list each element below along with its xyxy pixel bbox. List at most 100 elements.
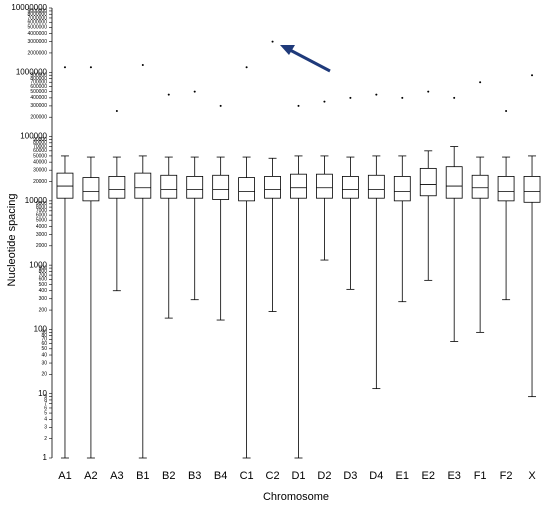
y-tick-label: 40000 [33,159,47,165]
y-tick-label: 30 [41,360,47,366]
y-tick-label: 500000 [30,89,47,95]
y-tick-label: 4 [44,417,47,423]
outlier [271,40,274,43]
x-tick-label: C2 [266,470,280,482]
x-tick-label: B2 [162,470,175,482]
outlier [427,90,430,93]
y-tick-label: 3000000 [28,39,48,45]
y-tick-label: 50000 [33,153,47,159]
outlier [479,81,482,84]
y-tick-label: 600000 [30,84,47,90]
x-axis-label: Chromosome [263,491,329,503]
y-tick-label: 8000000 [28,12,48,18]
y-tick-label: 80 [41,333,47,339]
y-tick-label: 1000 [29,260,47,269]
y-tick-label: 5000000 [28,25,48,31]
y-tick-label: 700000 [30,80,47,86]
outlier [167,93,170,96]
y-tick-label: 2 [44,436,47,442]
outlier [219,104,222,107]
y-tick-label: 90000 [33,137,47,143]
arrow-shaft [289,48,331,73]
x-tick-label: E1 [396,470,409,482]
y-tick-label: 9 [44,394,47,400]
x-tick-label: D2 [317,470,331,482]
arrow-head [280,45,295,55]
y-tick-label: 4000 [36,224,47,230]
x-tick-label: B3 [188,470,201,482]
y-tick-label: 9000 [36,201,47,207]
box [160,174,178,199]
y-tick-label: 10000000 [11,3,47,12]
box [108,176,126,199]
outlier [89,66,92,69]
outlier [63,66,66,69]
x-tick-label: D3 [343,470,357,482]
y-tick-label: 200 [39,307,48,313]
box [238,177,256,202]
y-tick-label: 300 [39,296,48,302]
y-tick-label: 1000000 [16,67,48,76]
y-tick-label: 60000 [33,148,47,154]
box [497,176,515,202]
y-tick-label: 2000 [36,243,47,249]
y-tick-label: 400000 [30,95,47,101]
outlier [297,104,300,107]
y-tick-label: 4000000 [28,31,48,37]
y-tick-label: 3 [44,425,47,431]
outlier [375,93,378,96]
y-tick-label: 400 [39,288,48,294]
outlier [401,96,404,99]
y-tick-label: 90 [41,330,47,336]
x-tick-label: A3 [110,470,123,482]
x-tick-label: A1 [58,470,71,482]
y-tick-label: 800 [39,269,48,275]
y-tick-label: 20 [41,372,47,378]
box [212,174,230,200]
annotation-arrow [280,45,331,73]
x-tick-label: E2 [422,470,435,482]
y-tick-label: 3000 [36,232,47,238]
y-tick-label: 7000000 [28,15,48,21]
y-tick-label: 100 [34,325,48,334]
y-tick-label: 800000 [30,76,47,82]
box [186,176,204,199]
x-tick-label: F2 [500,470,513,482]
outlier [349,96,352,99]
outlier [115,109,118,112]
y-tick-label: 50 [41,346,47,352]
box [419,167,437,197]
y-tick-label: 20000 [33,179,47,185]
y-tick-label: 200000 [30,115,47,121]
box [264,176,281,199]
x-tick-label: D1 [291,470,305,482]
y-tick-label: 60 [41,341,47,347]
y-tick-label: 5000 [36,218,47,224]
y-tick-label: 500 [39,282,48,288]
y-tick-label: 6000000 [28,20,48,26]
x-tick-label: B1 [136,470,149,482]
outlier [141,63,144,66]
box [316,173,333,199]
y-tick-label: 80000 [33,140,47,146]
y-tick-label: 300000 [30,103,47,109]
box [471,174,489,199]
y-tick-label: 700 [39,272,48,278]
y-tick-label: 7 [44,401,47,407]
box [523,176,541,203]
outlier [453,96,456,99]
y-tick-label: 100000 [20,132,47,141]
y-tick-label: 1 [43,453,48,462]
y-tick-label: 7000 [36,208,47,214]
y-tick-label: 40 [41,352,47,358]
box [393,176,411,202]
x-tick-label: D4 [369,470,383,482]
outlier [505,109,508,112]
outlier [323,100,326,103]
y-tick-label: 10000 [25,196,48,205]
y-tick-label: 8 [44,397,47,403]
y-tick-label: 8000 [36,204,47,210]
box [134,172,152,199]
